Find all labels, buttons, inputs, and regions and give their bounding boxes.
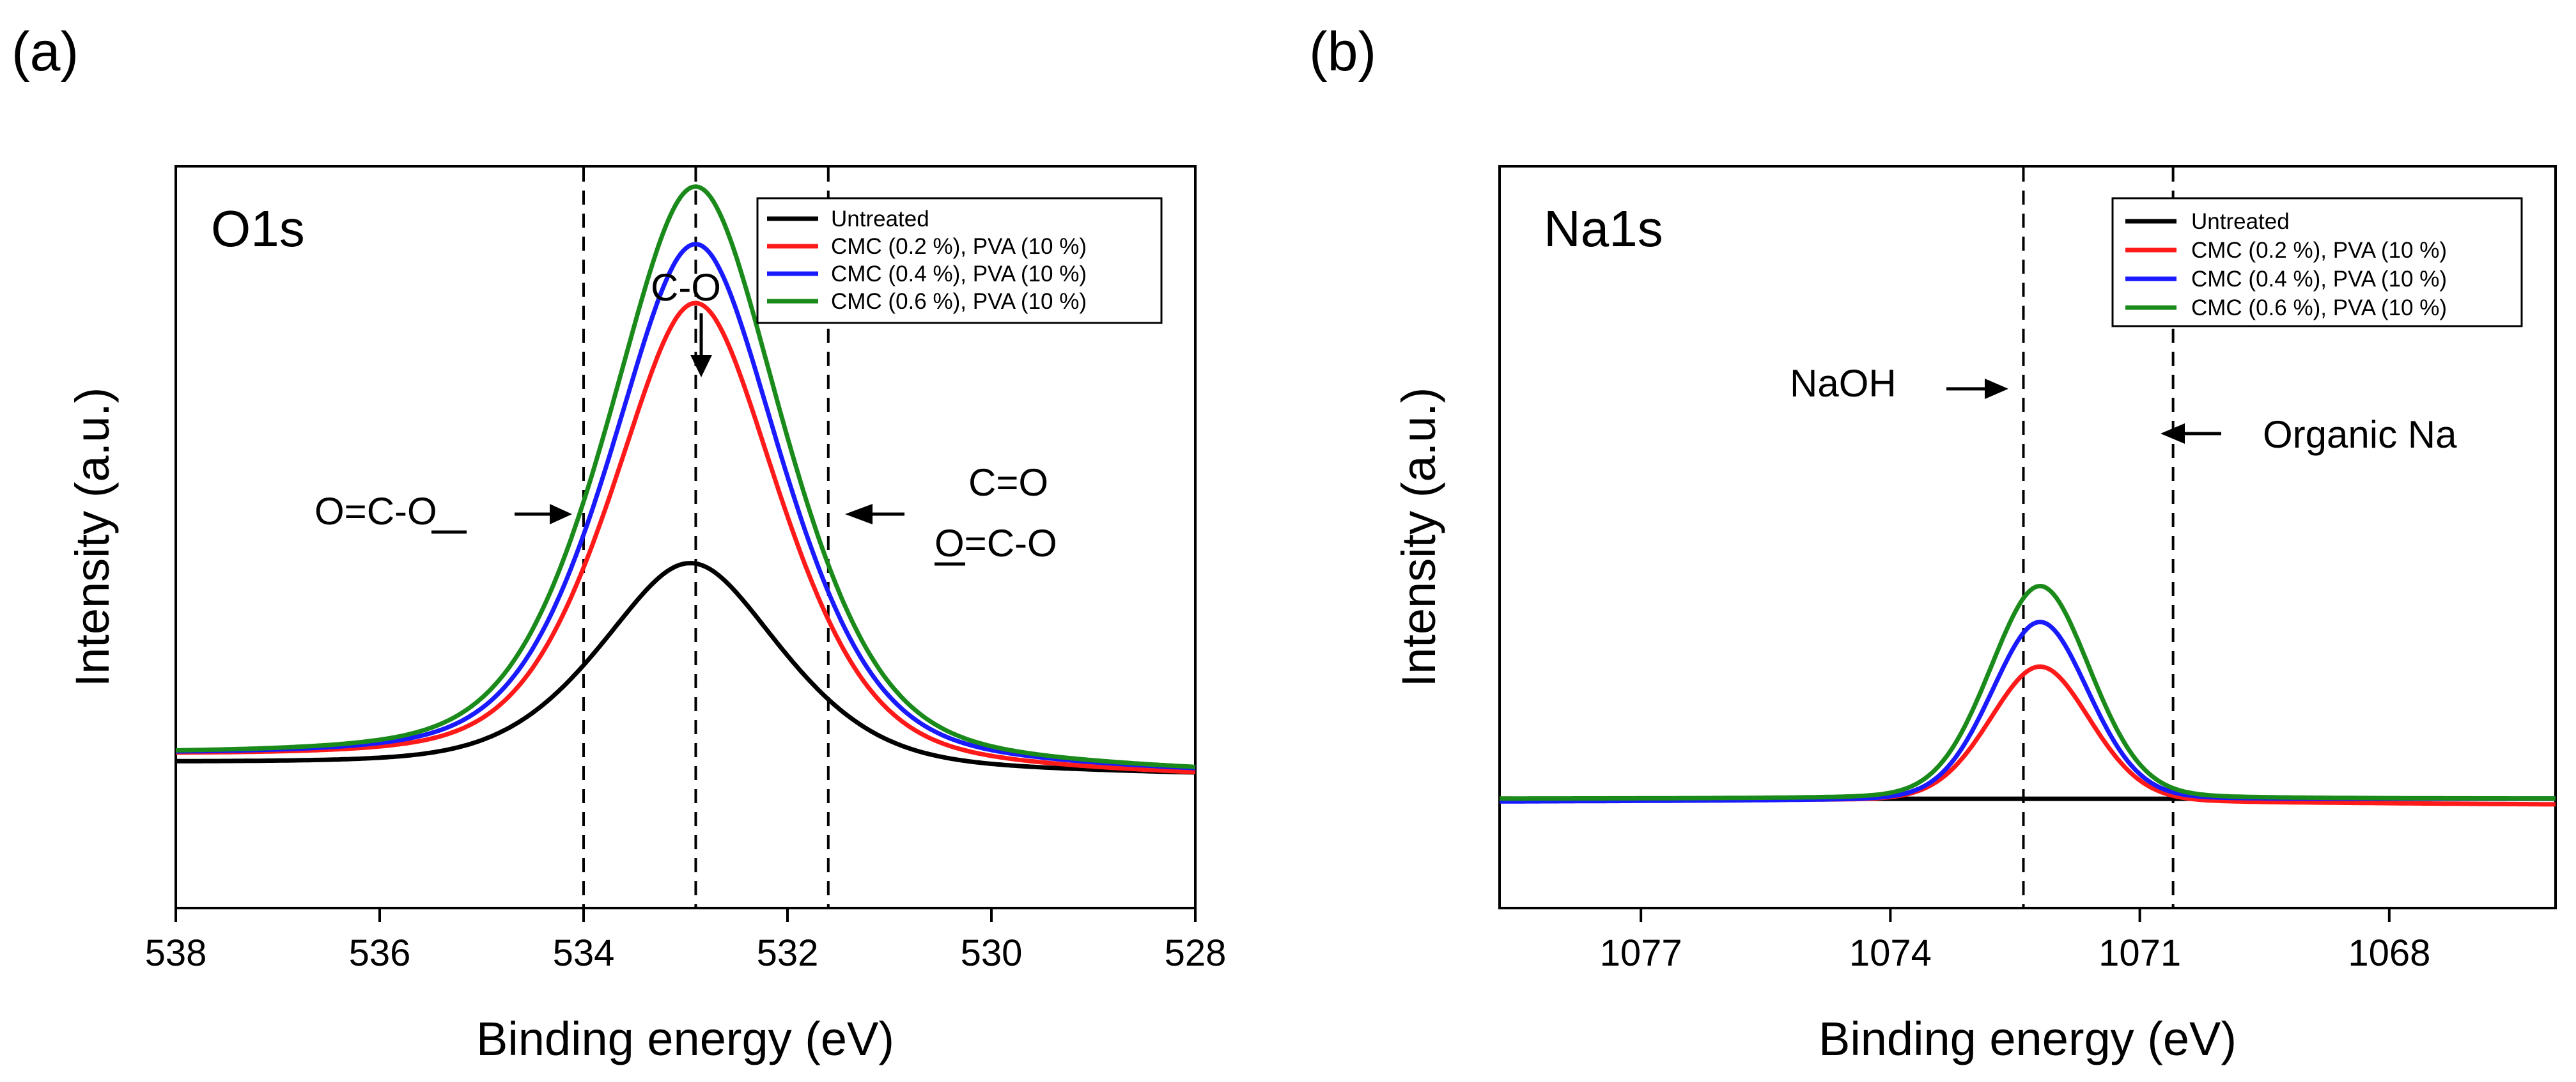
panel-b-x-tick-label-3: 1068 (2348, 932, 2430, 974)
panel-a-x-ticks: 538 536 534 532 530 528 (145, 908, 1227, 974)
arrow-naoh-head (1985, 379, 2008, 399)
panel-a-label: (a) (12, 21, 79, 82)
panel-a: (a) 538 536 534 532 530 528 O1s Untreated CMC… (12, 21, 1226, 1065)
panel-b: (b) 1077 1074 1071 1068 Na1s Untreated CMC … (1309, 21, 2557, 1065)
panel-a-series-0 (176, 561, 1196, 775)
arrow-o-c-o-left-head (550, 504, 572, 524)
panel-b-y-axis-label: Intensity (a.u.) (1392, 388, 1445, 687)
panel-a-curves (175, 184, 1196, 775)
panel-b-legend-label-1: CMC (0.2 %), PVA (10 %) (2191, 238, 2447, 263)
panel-b-legend (2111, 197, 2523, 327)
annotation-organic-na: Organic Na (2263, 413, 2457, 456)
annotation-o-c-o-left: O=C-O (314, 490, 437, 533)
panel-b-legend-label-3: CMC (0.6 %), PVA (10 %) (2191, 295, 2447, 320)
panel-b-series-3 (1500, 584, 2556, 801)
panel-b-curves (1500, 584, 2556, 807)
panel-a-x-tick-label-1: 536 (349, 932, 411, 974)
panel-a-x-tick-label-2: 534 (553, 932, 615, 974)
panel-a-series-3 (176, 184, 1196, 769)
panel-a-series-2 (175, 242, 1196, 771)
panel-a-series-1 (176, 301, 1196, 774)
panel-a-x-tick-label-3: 532 (757, 932, 819, 974)
panel-a-x-tick-label-4: 530 (961, 932, 1023, 974)
panel-b-x-tick-label-0: 1077 (1600, 932, 1682, 974)
panel-b-label: (b) (1309, 21, 1376, 82)
panel-b-frame (1498, 165, 2557, 909)
panel-a-frame (175, 165, 1197, 909)
panel-a-legend-label-1: CMC (0.2 %), PVA (10 %) (831, 234, 1087, 259)
panel-a-x-tick-label-0: 538 (145, 932, 207, 974)
panel-b-legend-label-2: CMC (0.4 %), PVA (10 %) (2191, 267, 2447, 292)
annotation-o-c-o-right: O=C-O (935, 522, 1057, 565)
panel-b-title: Na1s (1544, 200, 1663, 257)
panel-b-series-1 (1500, 664, 2556, 807)
panel-a-legend-label-3: CMC (0.6 %), PVA (10 %) (831, 289, 1087, 314)
arrow-c-eq-o-head (845, 504, 873, 524)
panel-a-x-tick-label-5: 528 (1165, 932, 1227, 974)
panel-b-series-2 (1500, 620, 2556, 804)
arrow-organic-na-head (2161, 423, 2185, 444)
panel-a-legend-label-0: Untreated (831, 207, 929, 231)
panel-b-x-tick-label-1: 1074 (1849, 932, 1932, 974)
panel-b-x-axis-label: Binding energy (eV) (1819, 1012, 2237, 1065)
panel-b-legend-label-0: Untreated (2191, 209, 2290, 234)
panel-b-x-tick-label-2: 1071 (2099, 932, 2181, 974)
annotation-c-eq-o: C=O (968, 461, 1048, 504)
panel-a-legend-label-2: CMC (0.4 %), PVA (10 %) (831, 262, 1087, 286)
arrow-c-o-head (690, 355, 712, 377)
panel-a-title: O1s (211, 200, 305, 257)
panel-a-legend (756, 197, 1163, 324)
annotation-naoh: NaOH (1790, 362, 1897, 405)
panel-b-x-ticks: 1077 1074 1071 1068 (1600, 908, 2430, 974)
annotation-c-o: C-O (651, 266, 721, 309)
panel-a-y-axis-label: Intensity (a.u.) (66, 388, 119, 687)
panel-a-x-axis-label: Binding energy (eV) (476, 1012, 894, 1065)
